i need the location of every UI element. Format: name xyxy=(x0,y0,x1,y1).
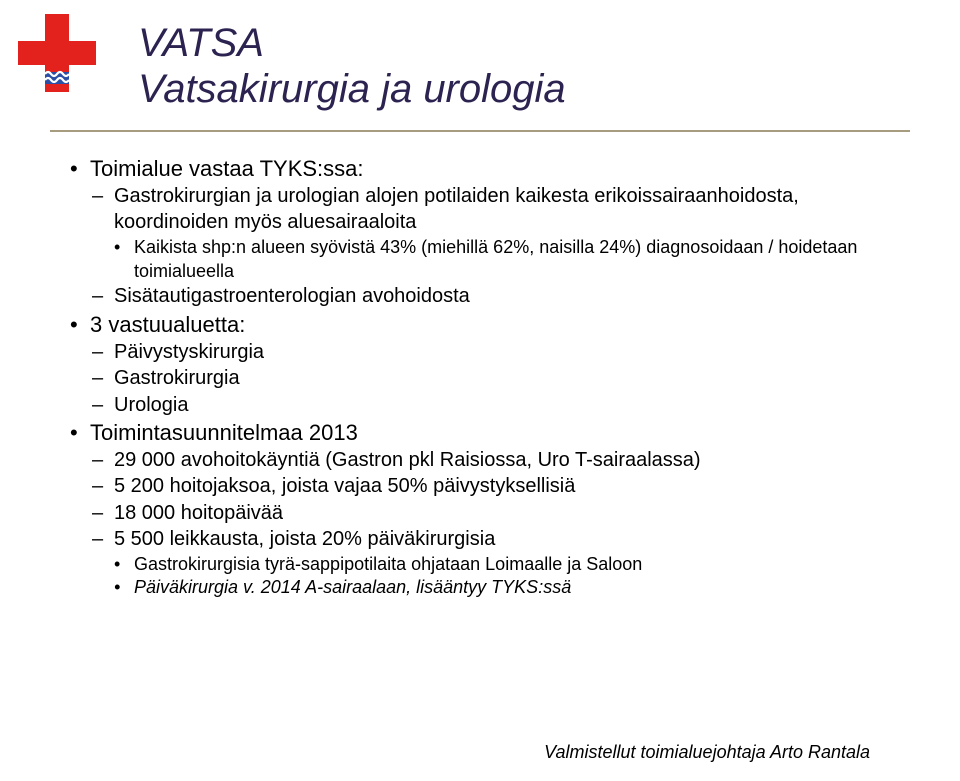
bullet-level-2: Gastrokirurgia xyxy=(92,365,910,391)
bullet-level-3: Gastrokirurgisia tyrä-sappipotilaita ohj… xyxy=(114,553,910,577)
bullet-text: Toimialue vastaa TYKS:ssa: xyxy=(90,156,364,181)
hospital-cross-logo xyxy=(18,14,96,109)
title-line-2: Vatsakirurgia ja urologia xyxy=(138,66,910,112)
bullet-level-2: 5 500 leikkausta, joista 20% päiväkirurg… xyxy=(92,526,910,552)
bullet-text: 5 500 leikkausta, joista 20% päiväkirurg… xyxy=(114,528,495,550)
title-divider xyxy=(50,130,910,132)
bullet-text: Päivystyskirurgia xyxy=(114,341,264,363)
bullet-level-2: Sisätautigastroenterologian avohoidosta xyxy=(92,283,910,309)
bullet-level-2: 5 200 hoitojaksoa, joista vajaa 50% päiv… xyxy=(92,473,910,499)
bullet-level-2: Päivystyskirurgia xyxy=(92,339,910,365)
bullet-level-3: Päiväkirurgia v. 2014 A-sairaalaan, lisä… xyxy=(114,576,910,600)
title-line-1: VATSA xyxy=(138,20,910,66)
bullet-level-2: Urologia xyxy=(92,392,910,418)
title-block: VATSA Vatsakirurgia ja urologia xyxy=(138,20,910,112)
bullet-text: Päiväkirurgia v. 2014 A-sairaalaan, lisä… xyxy=(134,577,571,597)
bullet-text: Sisätautigastroenterologian avohoidosta xyxy=(114,285,470,307)
bullet-level-1: 3 vastuualuetta: xyxy=(70,310,910,339)
bullet-text: Kaikista shp:n alueen syövistä 43% (mieh… xyxy=(134,237,857,281)
bullet-text: Gastrokirurgisia tyrä-sappipotilaita ohj… xyxy=(134,554,642,574)
bullet-text: 29 000 avohoitokäyntiä (Gastron pkl Rais… xyxy=(114,449,701,471)
bullet-text: Gastrokirurgia xyxy=(114,367,240,389)
content-list: Toimialue vastaa TYKS:ssa: Gastrokirurgia… xyxy=(70,154,910,600)
bullet-text: Gastrokirurgian ja urologian alojen poti… xyxy=(114,185,799,233)
bullet-text: 5 200 hoitojaksoa, joista vajaa 50% päiv… xyxy=(114,475,575,497)
bullet-level-1: Toimialue vastaa TYKS:ssa: xyxy=(70,154,910,183)
bullet-level-1: Toimintasuunnitelmaa 2013 xyxy=(70,418,910,447)
bullet-text: 18 000 hoitopäivää xyxy=(114,502,283,524)
bullet-level-2: Gastrokirurgian ja urologian alojen poti… xyxy=(92,183,910,236)
bullet-level-2: 29 000 avohoitokäyntiä (Gastron pkl Rais… xyxy=(92,447,910,473)
bullet-level-3: Kaikista shp:n alueen syövistä 43% (mieh… xyxy=(114,236,910,284)
bullet-text: Urologia xyxy=(114,394,188,416)
slide: VATSA Vatsakirurgia ja urologia Toimialu… xyxy=(0,0,960,781)
bullet-text: Toimintasuunnitelmaa 2013 xyxy=(90,420,358,445)
bullet-text: 3 vastuualuetta: xyxy=(90,312,245,337)
footer-author: Valmistellut toimialuejohtaja Arto Ranta… xyxy=(544,742,870,763)
bullet-level-2: 18 000 hoitopäivää xyxy=(92,500,910,526)
